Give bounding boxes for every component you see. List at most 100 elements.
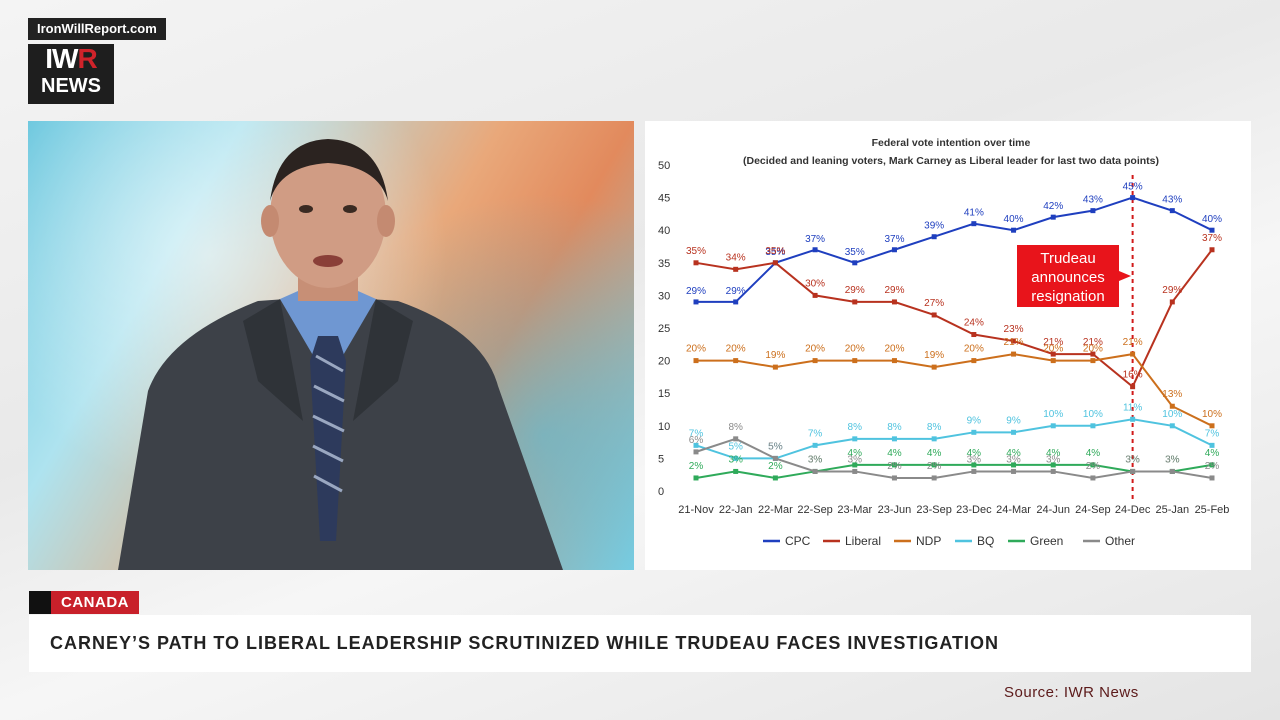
- x-tick-label: 21-Nov: [678, 504, 714, 516]
- x-tick-label: 24-Mar: [996, 504, 1031, 516]
- data-label-liberal: 35%: [686, 246, 706, 257]
- data-label-ndp: 20%: [686, 344, 706, 355]
- data-label-other: 5%: [768, 441, 783, 452]
- data-point-liberal: [693, 260, 699, 266]
- data-point-other: [1090, 475, 1096, 481]
- data-point-green: [971, 462, 977, 468]
- data-label-green: 2%: [768, 461, 783, 472]
- data-label-other: 8%: [728, 422, 743, 433]
- data-label-other: 2%: [927, 461, 942, 472]
- data-point-bq: [971, 429, 977, 435]
- data-label-green: 3%: [1165, 454, 1180, 465]
- data-point-other: [1130, 468, 1136, 474]
- data-label-other: 6%: [689, 435, 704, 446]
- x-tick-label: 22-Sep: [797, 504, 832, 516]
- category-tag-block: [29, 591, 51, 614]
- annotation-text: announces: [1031, 269, 1104, 286]
- data-point-bq: [1169, 423, 1175, 429]
- data-point-ndp: [1090, 358, 1096, 364]
- legend-label-bq: BQ: [977, 534, 994, 548]
- data-point-liberal: [1090, 351, 1096, 357]
- data-point-ndp: [1130, 351, 1136, 357]
- data-point-bq: [1011, 429, 1017, 435]
- data-point-ndp: [693, 358, 699, 364]
- data-label-other: 3%: [1125, 454, 1140, 465]
- data-label-ndp: 20%: [805, 344, 825, 355]
- data-point-liberal: [891, 299, 897, 305]
- data-point-bq: [931, 436, 937, 442]
- data-label-green: 3%: [728, 454, 743, 465]
- data-label-bq: 7%: [808, 428, 823, 439]
- data-point-liberal: [1130, 384, 1136, 390]
- data-label-ndp: 10%: [1202, 409, 1222, 420]
- legend-label-ndp: NDP: [916, 534, 941, 548]
- legend-label-liberal: Liberal: [845, 534, 881, 548]
- data-point-liberal: [1169, 299, 1175, 305]
- logo-letter: R: [77, 43, 97, 74]
- series-line-other: [695, 437, 1213, 479]
- data-label-cpc: 29%: [686, 286, 706, 297]
- x-tick-label: 22-Jan: [719, 504, 753, 516]
- data-label-other: 3%: [848, 454, 863, 465]
- data-point-cpc: [1209, 227, 1215, 233]
- data-label-green: 4%: [1086, 448, 1101, 459]
- series-line-liberal: [695, 249, 1213, 389]
- y-tick-label: 20: [658, 356, 670, 368]
- y-tick-label: 5: [658, 453, 664, 465]
- data-point-cpc: [852, 260, 858, 266]
- data-point-ndp: [1209, 423, 1215, 429]
- data-point-bq: [1050, 423, 1056, 429]
- data-point-liberal: [852, 299, 858, 305]
- data-label-liberal: 35%: [765, 246, 785, 257]
- data-point-green: [1090, 462, 1096, 468]
- data-point-cpc: [1130, 195, 1136, 201]
- y-tick-label: 50: [658, 160, 670, 172]
- data-point-bq: [852, 436, 858, 442]
- data-label-green: 3%: [1125, 454, 1140, 465]
- headline-text: CARNEY’S PATH TO LIBERAL LEADERSHIP SCRU…: [50, 633, 1000, 653]
- data-point-ndp: [772, 364, 778, 370]
- x-tick-label: 22-Mar: [758, 504, 793, 516]
- x-tick-label: 24-Sep: [1075, 504, 1110, 516]
- brand-logo: IWR NEWS: [28, 44, 114, 104]
- series-line-bq: [695, 418, 1213, 460]
- vote-intention-chart: Federal vote intention over time (Decide…: [645, 121, 1251, 570]
- data-point-cpc: [1011, 227, 1017, 233]
- data-label-ndp: 13%: [1162, 389, 1182, 400]
- data-label-liberal: 21%: [1083, 337, 1103, 348]
- presenter-video: [28, 121, 634, 570]
- data-point-green: [772, 475, 778, 481]
- y-tick-label: 10: [658, 421, 670, 433]
- x-tick-label: 23-Dec: [956, 504, 992, 516]
- chart-svg: Federal vote intention over time (Decide…: [658, 137, 1230, 548]
- x-tick-label: 25-Feb: [1195, 504, 1230, 516]
- x-tick-label: 24-Dec: [1115, 504, 1151, 516]
- data-label-liberal: 27%: [924, 298, 944, 309]
- data-label-ndp: 19%: [765, 350, 785, 361]
- data-label-bq: 10%: [1162, 409, 1182, 420]
- data-label-bq: 5%: [768, 441, 783, 452]
- data-label-ndp: 21%: [1123, 337, 1143, 348]
- annotation-text: resignation: [1031, 288, 1104, 305]
- data-label-cpc: 40%: [1202, 214, 1222, 225]
- data-label-bq: 5%: [728, 441, 743, 452]
- data-label-green: 3%: [808, 454, 823, 465]
- data-point-green: [852, 462, 858, 468]
- data-point-other: [733, 436, 739, 442]
- data-point-green: [1011, 462, 1017, 468]
- category-label: CANADA: [51, 591, 139, 614]
- data-point-other: [931, 475, 937, 481]
- data-point-cpc: [1050, 214, 1056, 220]
- data-label-green: 4%: [887, 448, 902, 459]
- data-label-liberal: 34%: [726, 252, 746, 263]
- data-point-ndp: [971, 358, 977, 364]
- data-label-bq: 11%: [1123, 402, 1142, 413]
- data-point-cpc: [693, 299, 699, 305]
- chart-subtitle: (Decided and leaning voters, Mark Carney…: [743, 155, 1159, 167]
- data-label-ndp: 19%: [924, 350, 944, 361]
- x-tick-label: 23-Jun: [878, 504, 912, 516]
- data-label-cpc: 43%: [1083, 195, 1103, 206]
- data-label-green: 4%: [927, 448, 942, 459]
- data-point-ndp: [891, 358, 897, 364]
- data-label-ndp: 21%: [1004, 337, 1024, 348]
